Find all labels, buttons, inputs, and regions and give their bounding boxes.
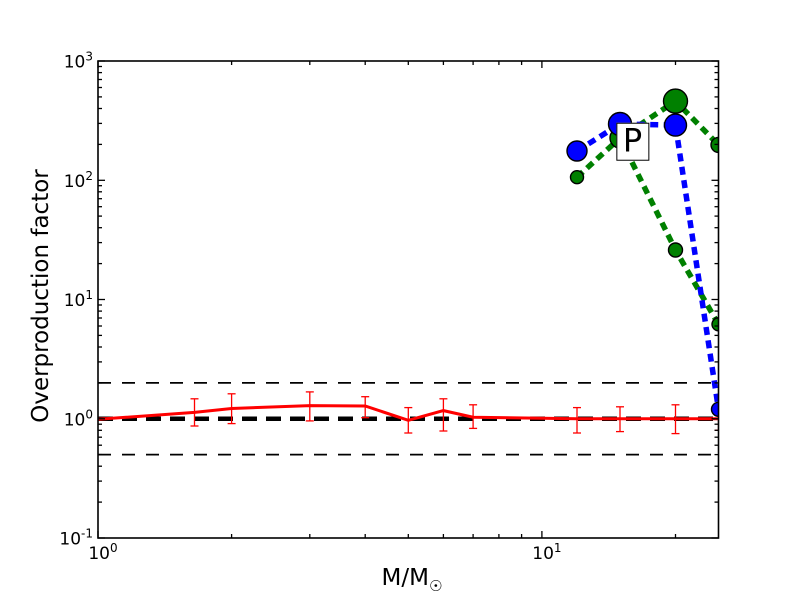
y-tick-label: 100 — [64, 407, 93, 430]
x-axis-label: M/M☉ — [382, 565, 443, 595]
axis-ticks — [97, 60, 719, 539]
sun-symbol-subscript: ☉ — [428, 577, 443, 595]
x-tick-label: 101 — [532, 541, 561, 564]
annotation-p-label: P — [615, 122, 650, 161]
data-series — [98, 97, 719, 435]
x-axis-label-main: M/M — [381, 565, 429, 591]
massive-green-dashed-high-line — [575, 97, 719, 180]
y-axis-label: Overproduction factor — [28, 169, 54, 423]
y-tick-label: 103 — [64, 50, 93, 73]
y-tick-label: 102 — [64, 169, 93, 192]
x-tick-label: 100 — [88, 541, 117, 564]
massive-blue-dashed-line — [575, 121, 719, 410]
y-tick-label: 101 — [64, 288, 93, 311]
massive-green-dashed-low-line — [617, 136, 719, 326]
low-mass-red-solid-line — [98, 404, 719, 422]
